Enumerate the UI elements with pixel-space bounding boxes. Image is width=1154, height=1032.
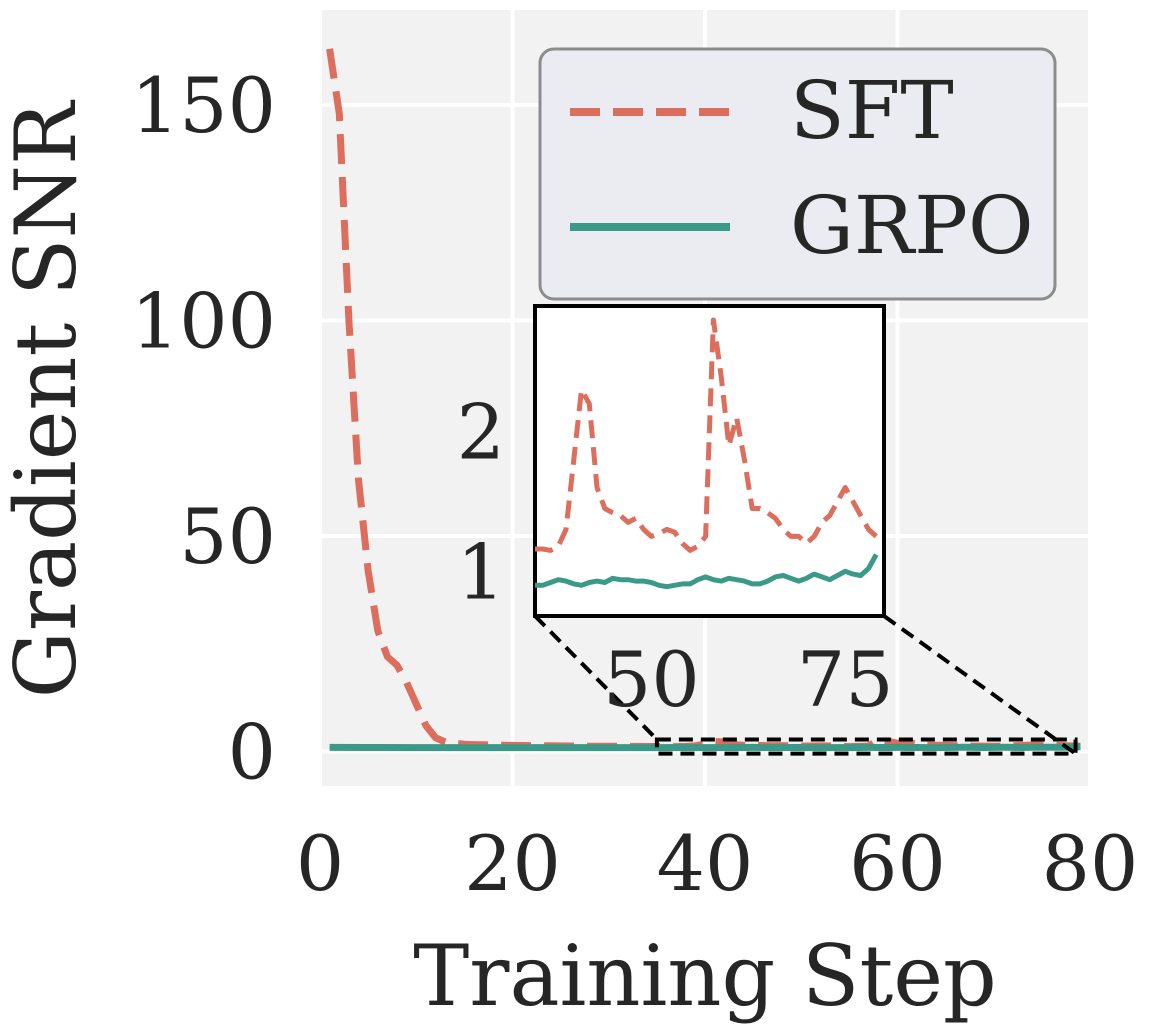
inset-ticks: 50 75 1 2 xyxy=(457,388,894,724)
inset-x-tick-label: 50 xyxy=(603,635,700,724)
zoom-box xyxy=(654,737,1078,756)
inset-x-tick-label: 75 xyxy=(797,635,894,724)
x-tick-label: 80 xyxy=(1042,819,1139,908)
inset-line-grpo xyxy=(535,553,879,590)
main-series xyxy=(326,48,1081,752)
inset-y-tick-label: 1 xyxy=(457,527,505,616)
x-axis-label: Training Step xyxy=(413,927,996,1025)
inset-line-sft xyxy=(535,317,878,553)
zoom-indicator xyxy=(533,614,1078,756)
y-tick-label: 50 xyxy=(179,492,276,581)
inset-background xyxy=(533,304,886,618)
x-tick-label: 40 xyxy=(657,819,754,908)
legend-label-sft: SFT xyxy=(790,64,954,157)
y-tick-label: 100 xyxy=(131,276,276,365)
y-tick-label: 0 xyxy=(228,708,276,797)
y-ticks: 0 50 100 150 xyxy=(131,61,276,797)
x-tick-label: 20 xyxy=(464,819,561,908)
legend: SFT GRPO xyxy=(538,47,1057,301)
y-tick-label: 150 xyxy=(131,61,276,150)
legend-label-grpo: GRPO xyxy=(790,179,1034,272)
zoom-connector-left xyxy=(533,614,659,741)
inset-series xyxy=(535,317,879,590)
inset-plot: 50 75 1 2 xyxy=(457,304,894,724)
y-axis-label: Gradient SNR xyxy=(0,99,95,698)
zoom-connector-right xyxy=(882,614,1077,756)
x-tick-label: 60 xyxy=(849,819,946,908)
series-line-grpo xyxy=(329,743,1081,752)
x-tick-label: 0 xyxy=(296,819,344,908)
inset-y-tick-label: 2 xyxy=(457,388,505,477)
x-ticks: 0 20 40 60 80 xyxy=(296,819,1139,908)
